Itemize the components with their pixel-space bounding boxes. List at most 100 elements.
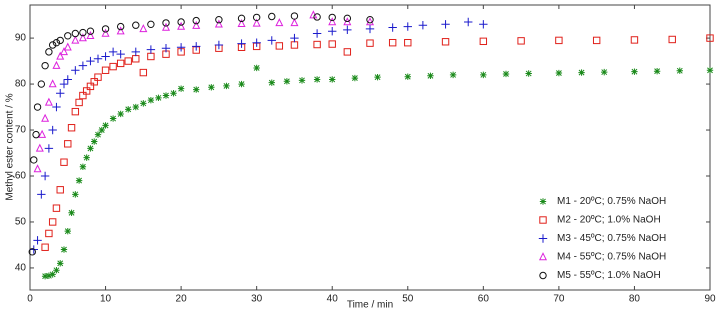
data-point — [427, 72, 434, 79]
data-point — [40, 171, 50, 181]
data-point — [86, 27, 95, 35]
data-point — [502, 70, 510, 78]
data-point — [653, 67, 661, 75]
data-point — [32, 130, 40, 139]
data-point — [52, 204, 61, 212]
data-point — [162, 92, 170, 99]
data-point — [479, 37, 488, 46]
data-point — [290, 33, 299, 43]
data-point — [147, 52, 155, 61]
data-point — [388, 38, 397, 47]
data-point — [63, 75, 72, 84]
data-point — [86, 30, 95, 39]
data-point — [71, 35, 80, 44]
x-tick-label: 20 — [176, 294, 188, 305]
data-point — [388, 23, 397, 32]
legend-marker — [538, 252, 548, 261]
data-point — [37, 80, 46, 88]
legend-label: M3 - 45ºC; 0.75% NaOH — [557, 233, 666, 244]
data-point — [78, 33, 87, 42]
data-point — [328, 40, 336, 48]
y-tick-label: 70 — [15, 125, 27, 136]
data-point — [161, 22, 171, 31]
data-point — [253, 64, 260, 72]
x-tick-label: 0 — [27, 294, 33, 305]
data-point — [214, 40, 224, 50]
data-point — [63, 42, 72, 51]
data-point — [517, 37, 525, 45]
data-point — [374, 73, 381, 81]
data-point — [365, 17, 375, 26]
data-point — [30, 156, 38, 164]
data-point — [132, 21, 140, 29]
data-point — [601, 68, 608, 76]
data-point — [116, 49, 125, 59]
data-point — [418, 21, 428, 30]
data-point — [102, 122, 109, 129]
data-point — [170, 90, 177, 97]
data-point — [79, 91, 87, 100]
data-point — [60, 158, 68, 166]
data-point — [56, 36, 64, 45]
data-point — [45, 48, 53, 56]
data-point — [252, 38, 261, 47]
data-point — [283, 78, 291, 85]
data-point — [313, 13, 321, 21]
data-point — [479, 20, 488, 29]
data-point — [53, 267, 60, 274]
data-point — [214, 19, 223, 28]
y-tick-label: 90 — [15, 33, 27, 44]
x-tick-label: 70 — [553, 294, 565, 305]
x-tick-label: 30 — [251, 294, 263, 305]
data-point — [56, 51, 65, 60]
data-point — [33, 103, 42, 111]
data-point — [313, 76, 321, 83]
data-point — [109, 62, 117, 71]
data-point — [60, 246, 68, 253]
data-point — [237, 39, 246, 48]
data-point — [101, 66, 110, 74]
data-point — [449, 71, 457, 79]
data-point — [290, 12, 299, 20]
data-point — [48, 41, 57, 49]
data-point — [33, 236, 42, 245]
data-point — [93, 54, 103, 63]
data-point — [162, 19, 170, 27]
data-point — [94, 73, 102, 81]
data-point — [78, 61, 88, 70]
data-point — [41, 273, 49, 280]
data-point — [630, 36, 639, 44]
data-point — [64, 32, 72, 40]
data-point — [555, 36, 563, 45]
data-point — [75, 177, 83, 184]
y-tick-label: 50 — [15, 217, 27, 228]
data-point — [252, 18, 261, 27]
data-point — [312, 29, 322, 38]
data-point — [64, 140, 72, 148]
data-point — [139, 24, 148, 33]
data-point — [441, 38, 450, 46]
data-point — [108, 47, 118, 57]
legend-marker — [539, 198, 547, 205]
data-point — [298, 77, 306, 84]
data-point — [237, 14, 246, 23]
x-tick-label: 90 — [704, 294, 716, 305]
data-point — [555, 69, 563, 77]
data-point — [72, 191, 79, 198]
data-point — [343, 14, 352, 23]
data-point — [116, 26, 125, 35]
data-point — [49, 271, 56, 278]
data-point — [48, 79, 57, 88]
data-point — [313, 40, 321, 49]
data-point — [208, 84, 215, 91]
data-point — [592, 36, 601, 45]
y-axis-label: Methyl ester content / % — [5, 93, 16, 200]
data-point — [676, 67, 683, 74]
data-point — [101, 25, 110, 33]
data-point — [268, 12, 276, 21]
legend-label: M2 - 20ºC; 1.0% NaOH — [557, 215, 661, 226]
data-point — [161, 44, 171, 53]
data-point — [56, 186, 64, 194]
data-point — [57, 260, 64, 267]
x-tick-label: 50 — [402, 294, 414, 305]
